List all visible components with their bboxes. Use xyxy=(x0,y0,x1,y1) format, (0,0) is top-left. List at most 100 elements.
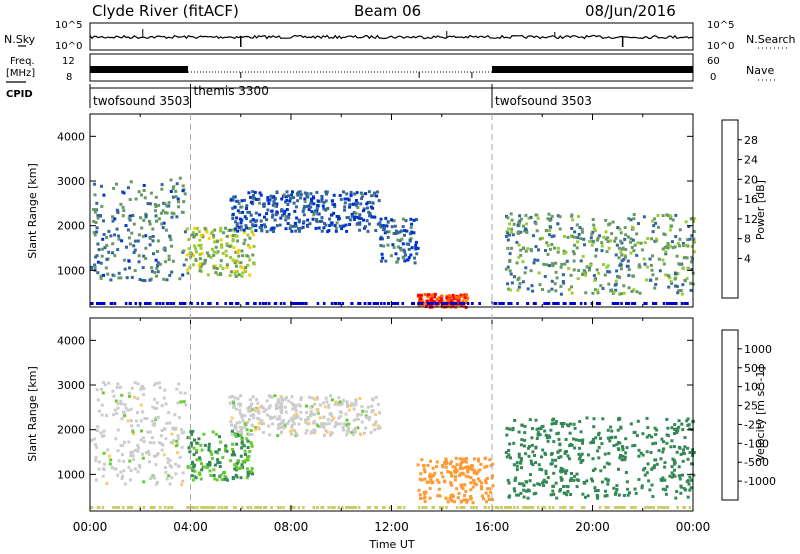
data-cell xyxy=(422,506,426,509)
data-cell xyxy=(525,222,529,226)
data-cell xyxy=(589,264,593,267)
data-cell xyxy=(245,204,249,208)
data-cell xyxy=(509,506,513,509)
data-cell xyxy=(556,246,560,250)
data-cell xyxy=(549,428,553,432)
data-cell xyxy=(359,433,363,437)
x-tick-label: 12:00 xyxy=(374,520,409,534)
data-cell xyxy=(121,506,125,509)
data-cell xyxy=(356,222,360,225)
data-cell xyxy=(231,447,234,451)
data-cell xyxy=(242,267,246,271)
data-cell xyxy=(620,267,623,271)
data-cell xyxy=(603,273,607,277)
data-cell xyxy=(664,252,668,256)
data-cell xyxy=(164,437,168,441)
data-cell xyxy=(91,302,94,305)
data-cell xyxy=(290,425,294,429)
data-cell xyxy=(596,449,600,453)
data-cell xyxy=(117,459,121,463)
data-cell xyxy=(514,476,518,480)
data-cell xyxy=(273,302,277,305)
data-cell xyxy=(569,477,573,481)
data-cell xyxy=(689,217,693,221)
data-cell xyxy=(234,467,238,471)
data-cell xyxy=(519,253,523,257)
data-cell xyxy=(304,421,308,425)
data-cell xyxy=(523,271,527,275)
data-cell xyxy=(110,302,113,305)
data-cell xyxy=(239,476,243,480)
data-cell xyxy=(273,415,277,419)
data-cell xyxy=(276,400,280,404)
data-cell xyxy=(657,506,660,509)
data-cell xyxy=(375,506,378,509)
data-cell xyxy=(650,467,654,471)
data-cell xyxy=(624,255,627,259)
data-cell xyxy=(385,224,389,228)
data-cell xyxy=(235,302,238,305)
data-cell xyxy=(664,488,668,492)
data-cell xyxy=(527,454,531,458)
data-cell xyxy=(525,480,529,484)
data-cell xyxy=(518,482,522,486)
data-cell xyxy=(301,209,305,213)
data-cell xyxy=(165,302,169,305)
data-cell xyxy=(638,291,642,295)
data-cell xyxy=(546,217,550,221)
data-cell xyxy=(609,289,613,293)
data-cell xyxy=(228,395,232,399)
data-cell xyxy=(318,416,322,420)
data-cell xyxy=(94,221,98,224)
data-cell xyxy=(267,202,271,205)
data-cell xyxy=(127,236,131,240)
data-cell xyxy=(630,245,634,249)
data-cell xyxy=(316,212,320,216)
data-cell xyxy=(214,450,218,454)
data-cell xyxy=(469,494,473,498)
data-cell xyxy=(665,441,669,445)
data-cell xyxy=(139,438,143,442)
data-cell xyxy=(677,425,681,429)
data-cell xyxy=(579,461,583,464)
data-cell xyxy=(568,431,572,435)
data-cell xyxy=(257,411,261,415)
data-cell xyxy=(522,484,526,487)
data-cell xyxy=(324,396,328,400)
data-cell xyxy=(593,279,597,282)
data-cell xyxy=(580,439,584,443)
data-cell xyxy=(167,254,171,258)
data-cell xyxy=(423,470,427,474)
data-cell xyxy=(449,481,453,485)
station-title: Clyde River (fitACF) xyxy=(92,2,239,20)
data-cell xyxy=(559,265,563,269)
data-cell xyxy=(214,245,218,249)
data-cell xyxy=(646,506,650,509)
data-cell xyxy=(325,422,328,426)
data-cell xyxy=(149,302,152,305)
data-cell xyxy=(96,242,100,246)
data-cell xyxy=(523,229,527,233)
data-cell xyxy=(245,207,248,210)
data-cell xyxy=(278,426,282,429)
data-cell xyxy=(397,506,400,509)
nave-tick-60: 60 xyxy=(707,56,720,67)
data-cell xyxy=(320,422,324,425)
data-cell xyxy=(458,467,462,471)
data-cell xyxy=(350,214,354,218)
data-cell xyxy=(251,253,255,257)
data-cell xyxy=(438,300,441,304)
data-cell xyxy=(234,220,238,224)
data-cell xyxy=(353,192,357,196)
data-cell xyxy=(485,477,489,480)
data-cell xyxy=(312,430,316,434)
data-cell xyxy=(488,458,492,462)
data-cell xyxy=(633,487,637,491)
data-cell xyxy=(386,235,390,239)
data-cell xyxy=(293,404,296,408)
data-cell xyxy=(112,274,116,278)
data-cell xyxy=(372,194,376,197)
data-cell xyxy=(172,212,176,216)
data-cell xyxy=(202,432,206,436)
data-cell xyxy=(235,442,239,446)
